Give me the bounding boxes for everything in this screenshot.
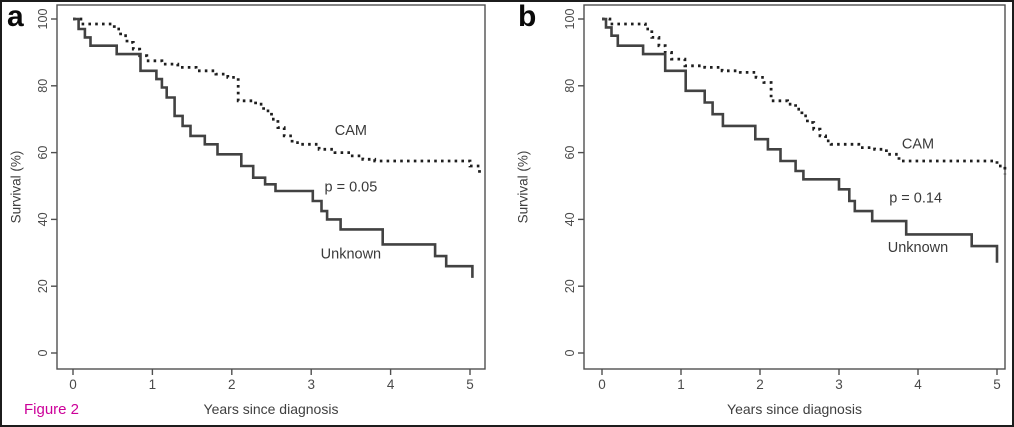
curve-cam: [73, 17, 481, 175]
y-tick-label: 100: [36, 9, 50, 30]
x-axis: 0 1 2 3 4 5: [598, 369, 1001, 392]
x-axis: 0 1 2 3 4 5: [69, 369, 474, 392]
x-tick-label: 0: [69, 377, 77, 392]
series-label-unknown: Unknown: [888, 240, 948, 256]
y-tick-label: 100: [563, 9, 577, 30]
y-tick-label: 40: [563, 212, 577, 226]
p-value-label: p = 0.14: [889, 190, 942, 206]
x-axis-label: Years since diagnosis: [727, 401, 862, 417]
y-tick-label: 80: [36, 79, 50, 93]
x-tick-label: 4: [387, 377, 395, 392]
curve-unknown: [73, 17, 474, 278]
x-tick-label: 4: [914, 377, 922, 392]
y-tick-label: 0: [36, 349, 50, 356]
panel-a-chart: 0 1 2 3 4 5 0 20 40 60 80 100 Years since diagnosis S…: [9, 4, 486, 417]
y-tick-label: 0: [563, 349, 577, 356]
y-tick-label: 60: [563, 146, 577, 160]
series-label-unknown: Unknown: [321, 246, 381, 262]
y-tick-label: 60: [36, 146, 50, 160]
x-axis-label: Years since diagnosis: [204, 401, 339, 417]
x-tick-label: 2: [228, 377, 236, 392]
series-label-cam: CAM: [902, 136, 934, 152]
x-tick-label: 2: [756, 377, 764, 392]
x-tick-label: 5: [466, 377, 474, 392]
plot-box: [56, 4, 486, 370]
p-value-label: p = 0.05: [324, 180, 377, 196]
x-tick-label: 1: [149, 377, 157, 392]
y-axis: 0 20 40 60 80 100: [563, 9, 584, 356]
y-axis-label: Survival (%): [9, 151, 24, 224]
curve-unknown: [602, 17, 999, 263]
x-tick-label: 5: [993, 377, 1001, 392]
y-tick-label: 40: [36, 212, 50, 226]
y-axis-label: Survival (%): [516, 151, 531, 224]
figure-caption: Figure 2: [24, 401, 80, 418]
x-tick-label: 1: [677, 377, 685, 392]
y-tick-label: 20: [36, 279, 50, 293]
plot-box: [583, 4, 1006, 370]
y-tick-label: 80: [563, 79, 577, 93]
x-tick-label: 3: [307, 377, 315, 392]
x-tick-label: 3: [835, 377, 843, 392]
panel-b-letter: b: [518, 0, 537, 33]
y-axis: 0 20 40 60 80 100: [36, 9, 57, 356]
curve-cam: [602, 17, 1007, 175]
y-tick-label: 20: [563, 279, 577, 293]
panel-a-letter: a: [7, 0, 24, 33]
series-label-cam: CAM: [335, 123, 367, 139]
x-tick-label: 0: [598, 377, 606, 392]
panel-b-chart: 0 1 2 3 4 5 0 20 40 60 80 100 Years since diagnosis S…: [516, 4, 1007, 417]
